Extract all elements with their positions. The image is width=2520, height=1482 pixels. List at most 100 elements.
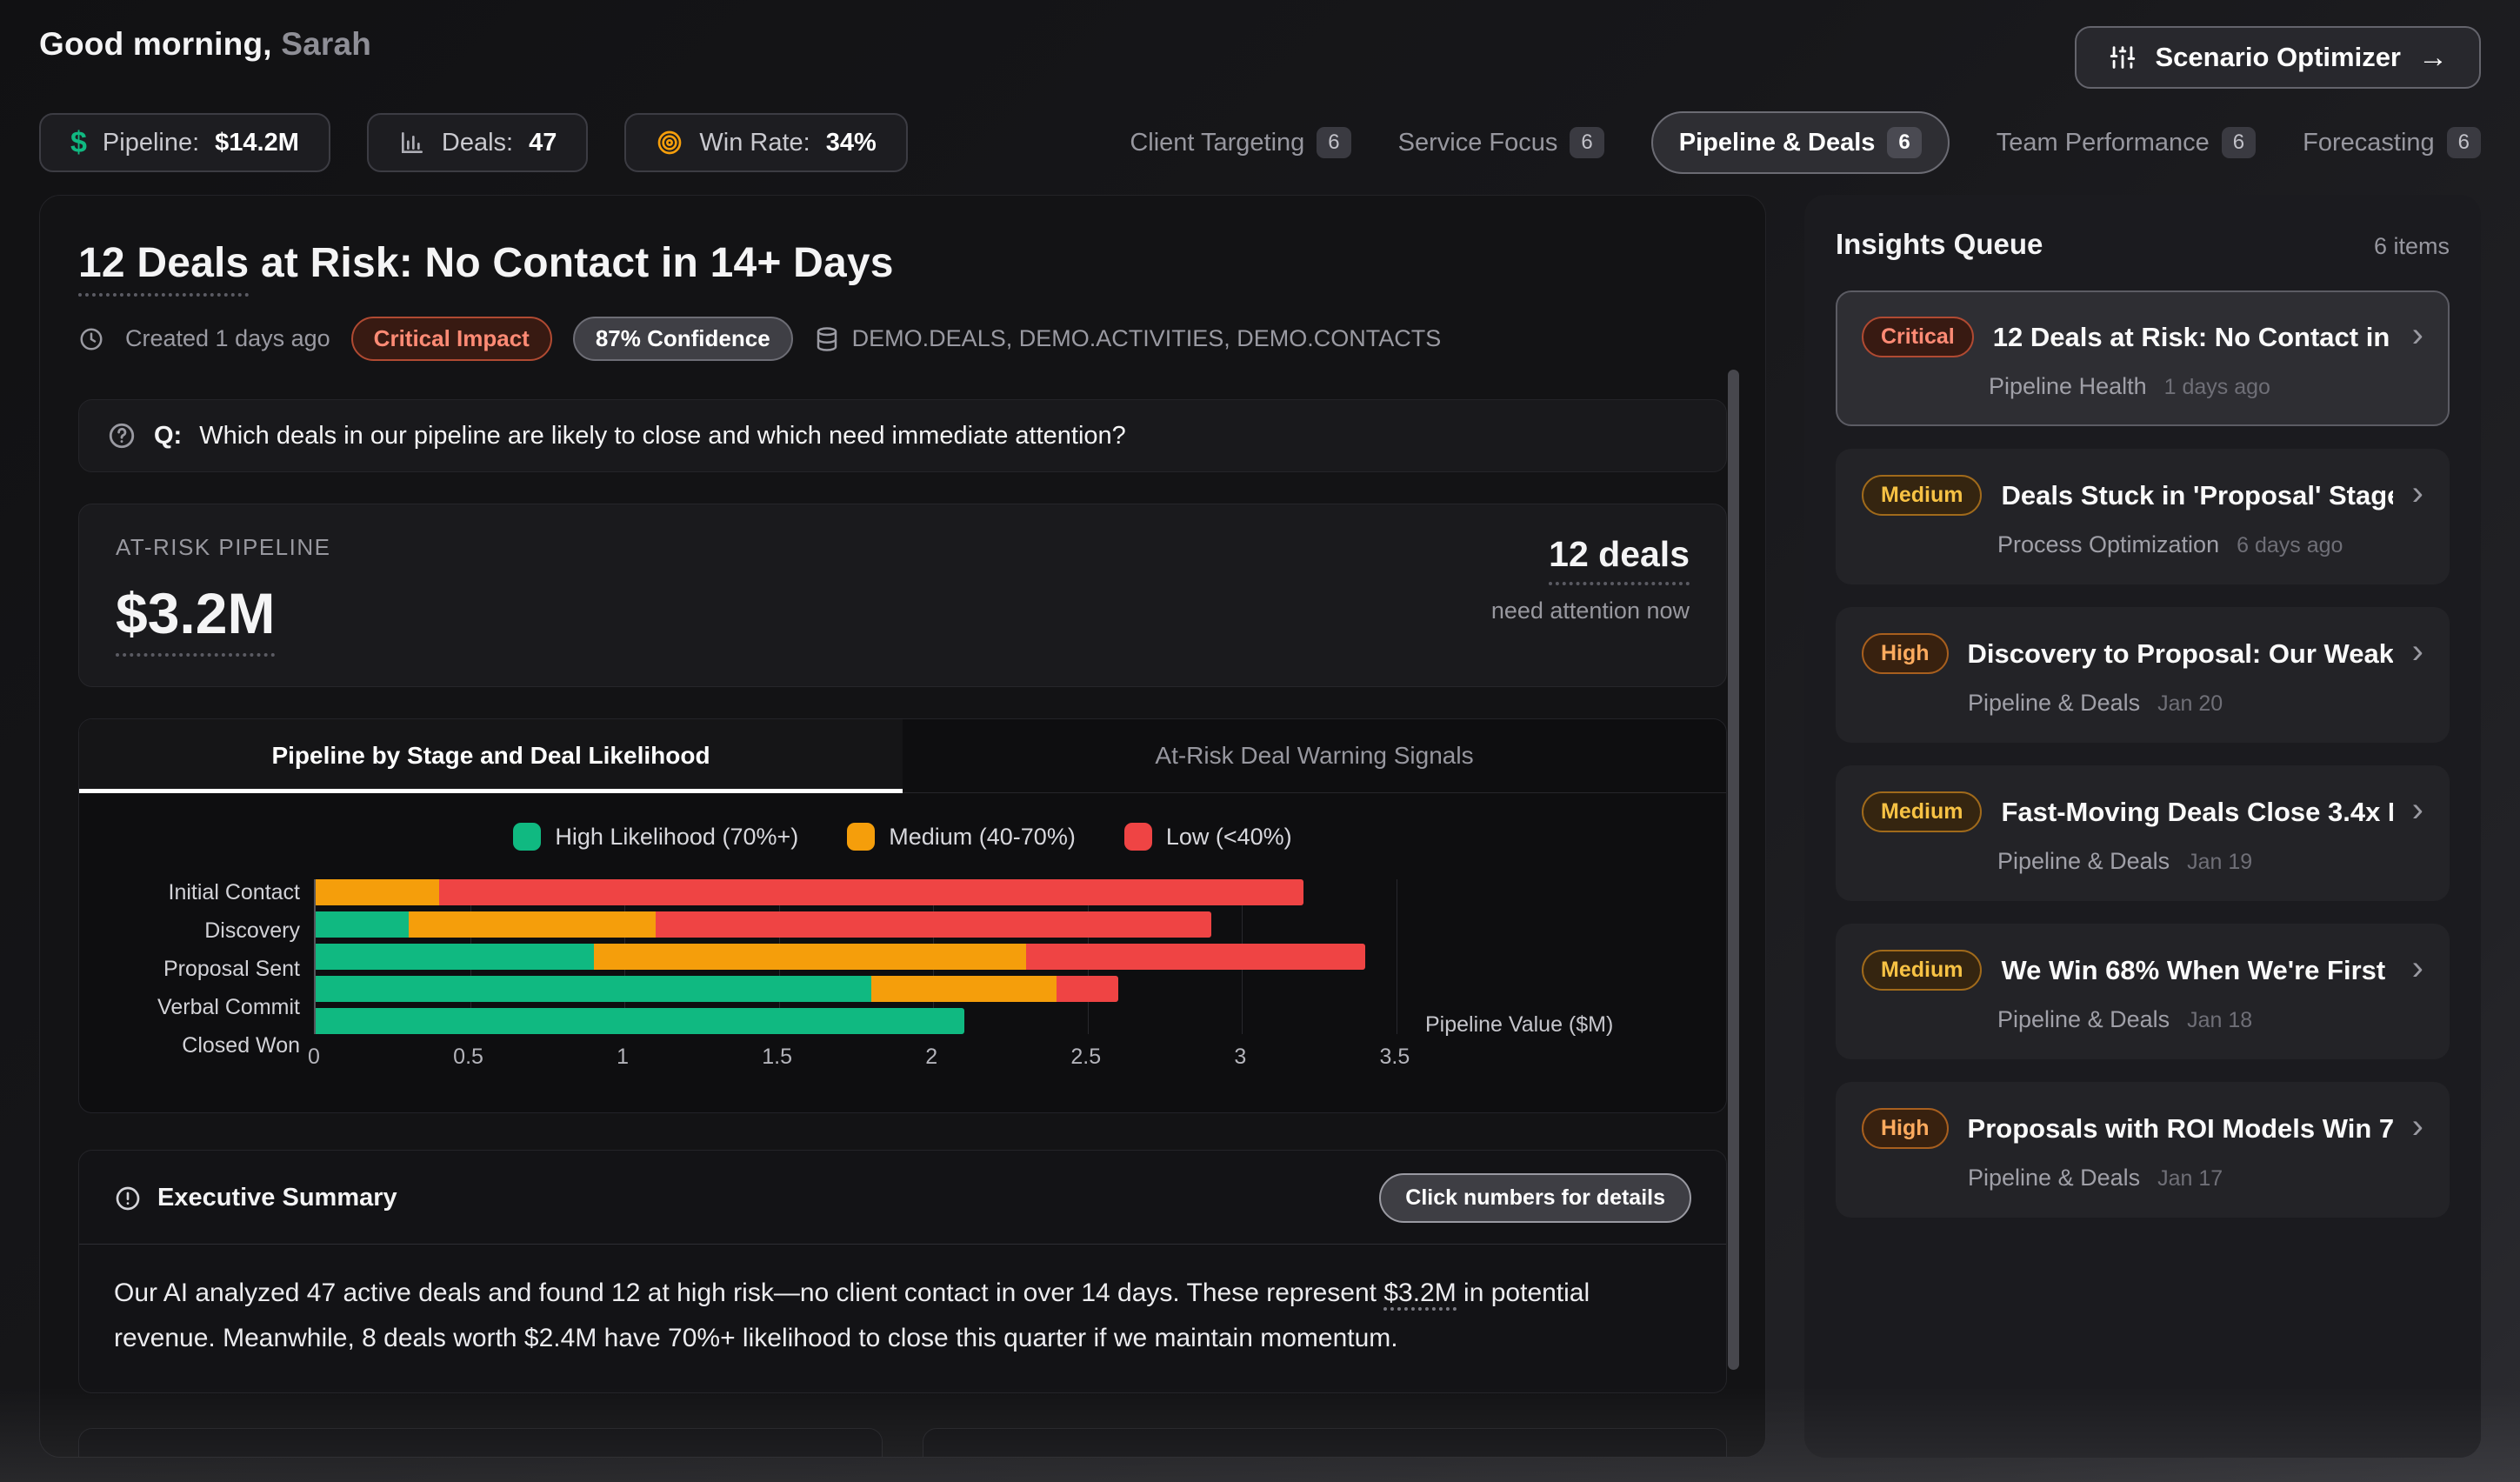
at-risk-value[interactable]: $3.2M [116,580,276,657]
insights-queue-header: Insights Queue 6 items [1836,228,2450,261]
x-tick-label: 0.5 [453,1045,483,1069]
x-tick-label: 3 [1234,1045,1247,1069]
question-text: Which deals in our pipeline are likely t… [199,421,1126,450]
insight-meta-row: Created 1 days ago Critical Impact 87% C… [78,317,1727,361]
chart-category-labels: Initial Contact Discovery Proposal Sent Ver… [97,873,314,1086]
stacked-bar[interactable] [316,1008,1401,1034]
tab-count-badge: 6 [1317,127,1351,158]
queue-item-category: Pipeline Health [1989,373,2147,399]
key-insights-label: Key Insights (5) [152,1455,340,1457]
x-tick-label: 0 [308,1045,320,1069]
scenario-optimizer-label: Scenario Optimizer [2155,42,2401,72]
severity-badge: Critical [1862,317,1974,357]
queue-item-title: Fast-Moving Deals Close 3.4x More ... [2001,796,2392,827]
executive-summary-card: Executive Summary Click numbers for deta… [78,1150,1727,1393]
queue-item-roi-models[interactable]: High Proposals with ROI Models Win 71% o… [1836,1082,2450,1218]
queue-item-date: Jan 20 [2157,691,2223,716]
stat-value: 47 [529,128,557,157]
tab-forecasting[interactable]: Forecasting 6 [2303,127,2481,158]
tab-service-focus[interactable]: Service Focus 6 [1398,127,1604,158]
help-circle-icon [109,423,135,449]
bottom-sections: Key Insights (5) Recommendations (5) [78,1428,1727,1457]
tab-team-performance[interactable]: Team Performance 6 [1997,127,2257,158]
scenario-optimizer-button[interactable]: Scenario Optimizer → [2075,26,2481,89]
queue-item-discovery-proposal[interactable]: High Discovery to Proposal: Our Weakest … [1836,607,2450,743]
bar-segment [408,911,656,938]
stat-label: Pipeline: [102,128,200,157]
queue-item-deals-at-risk[interactable]: Critical 12 Deals at Risk: No Contact in… [1836,290,2450,426]
tab-label: Pipeline & Deals [1678,128,1876,157]
chevron-right-icon: › [2411,315,2423,354]
chart-tab-bar: Pipeline by Stage and Deal Likelihood At… [79,719,1726,793]
executive-summary-text: Our AI analyzed 47 active deals and foun… [114,1271,1679,1361]
x-tick-label: 2 [925,1045,938,1069]
bar-segment [316,911,409,938]
stat-value: 34% [825,128,877,157]
queue-item-top: Medium Fast-Moving Deals Close 3.4x More… [1862,791,2423,832]
bar-segment [316,976,872,1002]
data-sources: DEMO.DEALS, DEMO.ACTIVITIES, DEMO.CONTAC… [814,325,1442,352]
queue-item-category: Process Optimization [1997,531,2220,557]
executive-summary-header: Executive Summary Click numbers for deta… [114,1173,1691,1223]
stat-pill-pipeline: $ Pipeline: $14.2M [39,113,330,172]
queue-item-sub: Pipeline & Deals Jan 20 [1968,690,2423,717]
greeting: Good morning, Sarah [39,26,371,63]
bar-chart-icon [401,132,423,153]
stacked-bar[interactable] [316,879,1401,905]
bar-segment [1025,944,1366,970]
chart-tab-warning-signals[interactable]: At-Risk Deal Warning Signals [1155,742,1474,769]
chart-category-label: Initial Contact [168,879,300,905]
insight-title: 12 Deals at Risk: No Contact in 14+ Days [78,239,1727,297]
x-tick-label: 1 [617,1045,630,1069]
divider [79,1244,1726,1245]
chart-category-label: Verbal Commit [157,994,300,1019]
recommendations-card[interactable]: Recommendations (5) [923,1428,1727,1457]
tab-pipeline-deals[interactable]: Pipeline & Deals 6 [1650,111,1950,174]
insight-title-highlight[interactable]: 12 Deals [78,240,250,297]
queue-item-sub: Process Optimization 6 days ago [1997,531,2423,558]
tab-count-badge: 6 [2221,127,2257,158]
data-sources-label: DEMO.DEALS, DEMO.ACTIVITIES, DEMO.CONTAC… [851,325,1442,351]
stacked-bar[interactable] [316,976,1401,1002]
legend-swatch-high [513,823,542,851]
x-tick-label: 2.5 [1070,1045,1102,1069]
queue-item-date: 1 days ago [2163,375,2270,399]
click-numbers-button[interactable]: Click numbers for details [1379,1173,1691,1223]
stacked-bar[interactable] [316,911,1401,938]
deals-count-value[interactable]: 12 deals [1549,534,1690,585]
queue-item-top: Critical 12 Deals at Risk: No Contact in… [1862,317,2423,357]
question-prefix: Q: [154,421,183,450]
stat-label: Win Rate: [699,128,810,157]
scrollbar-thumb[interactable] [1728,370,1739,1370]
bar-segment [316,1008,964,1034]
chart-x-axis-label: Pipeline Value ($M) [1425,1012,1614,1037]
recommendations-label: Recommendations (5) [997,1455,1260,1457]
chart-tab-pipeline-stage[interactable]: Pipeline by Stage and Deal Likelihood [79,719,903,793]
queue-item-sub: Pipeline & Deals Jan 19 [1997,848,2423,875]
severity-badge: Medium [1862,791,1983,832]
dollar-icon: $ [70,125,87,159]
tab-label: Service Focus [1397,128,1558,157]
queue-item-first-to-propose[interactable]: Medium We Win 68% When We're First to Pr… [1836,924,2450,1059]
key-insights-card[interactable]: Key Insights (5) [78,1428,883,1457]
summary-text-after: in potential revenue. Meanwhile, 8 deals… [114,1278,1590,1352]
question-box: Q: Which deals in our pipeline are likel… [78,399,1727,472]
queue-item-top: High Proposals with ROI Models Win 71% o… [1862,1108,2423,1149]
stacked-bar[interactable] [316,944,1401,970]
at-risk-metric-box: AT-RISK PIPELINE $3.2M 12 deals need att… [78,504,1727,687]
queue-item-top: Medium Deals Stuck in 'Proposal' Stage 1… [1862,475,2423,516]
queue-item-date: Jan 18 [2187,1008,2253,1032]
stacked-bar-chart: Initial Contact Discovery Proposal Sent Ver… [79,851,1726,1112]
queue-item-category: Pipeline & Deals [1997,1006,2170,1032]
queue-item-date: 6 days ago [2237,533,2343,557]
summary-amount-link[interactable]: $3.2M [1383,1278,1457,1311]
stat-pills: $ Pipeline: $14.2M Deals: 47 Win Rate: 3… [39,113,908,172]
tab-client-targeting[interactable]: Client Targeting 6 [1130,127,1351,158]
legend-item-medium: Medium (40-70%) [847,823,1076,851]
queue-item-deals-stuck[interactable]: Medium Deals Stuck in 'Proposal' Stage 1… [1836,449,2450,584]
chevron-right-icon: › [2411,948,2423,987]
legend-swatch-low [1123,823,1152,851]
impact-badge: Critical Impact [350,317,552,361]
tab-count-badge: 6 [1887,127,1922,158]
queue-item-fast-moving[interactable]: Medium Fast-Moving Deals Close 3.4x More… [1836,765,2450,901]
